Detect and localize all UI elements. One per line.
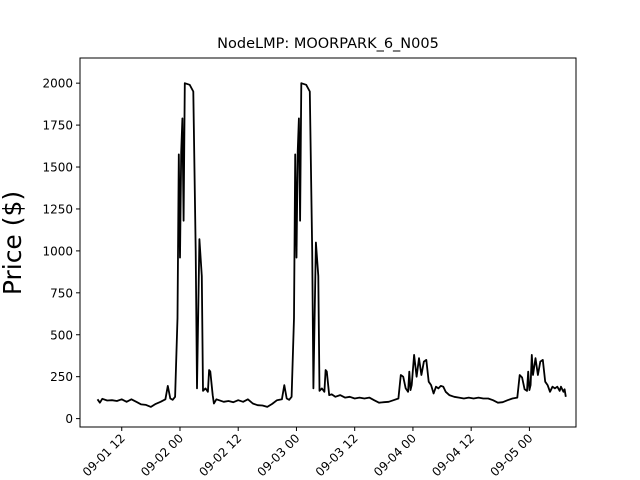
- y-axis-label: Price ($): [0, 191, 27, 295]
- y-tick-label: 1000: [42, 244, 73, 258]
- plot-content: [96, 82, 567, 408]
- y-tick-label: 1500: [42, 161, 73, 175]
- y-tick-label: 2000: [42, 77, 73, 91]
- y-tick-label: 1750: [42, 119, 73, 133]
- y-tick-label: 250: [50, 370, 73, 384]
- y-tick-label: 0: [65, 412, 73, 426]
- y-tick-label: 750: [50, 286, 73, 300]
- y-tick-label: 500: [50, 328, 73, 342]
- price-line-series: [96, 82, 567, 408]
- axes-frame: [79, 57, 577, 428]
- y-axis-ticks: 0 250 500 750 1000 1250 1500 1750 2000: [42, 77, 80, 426]
- chart-title: NodeLMP: MOORPARK_6_N005: [217, 36, 439, 52]
- y-tick-label: 1250: [42, 202, 73, 216]
